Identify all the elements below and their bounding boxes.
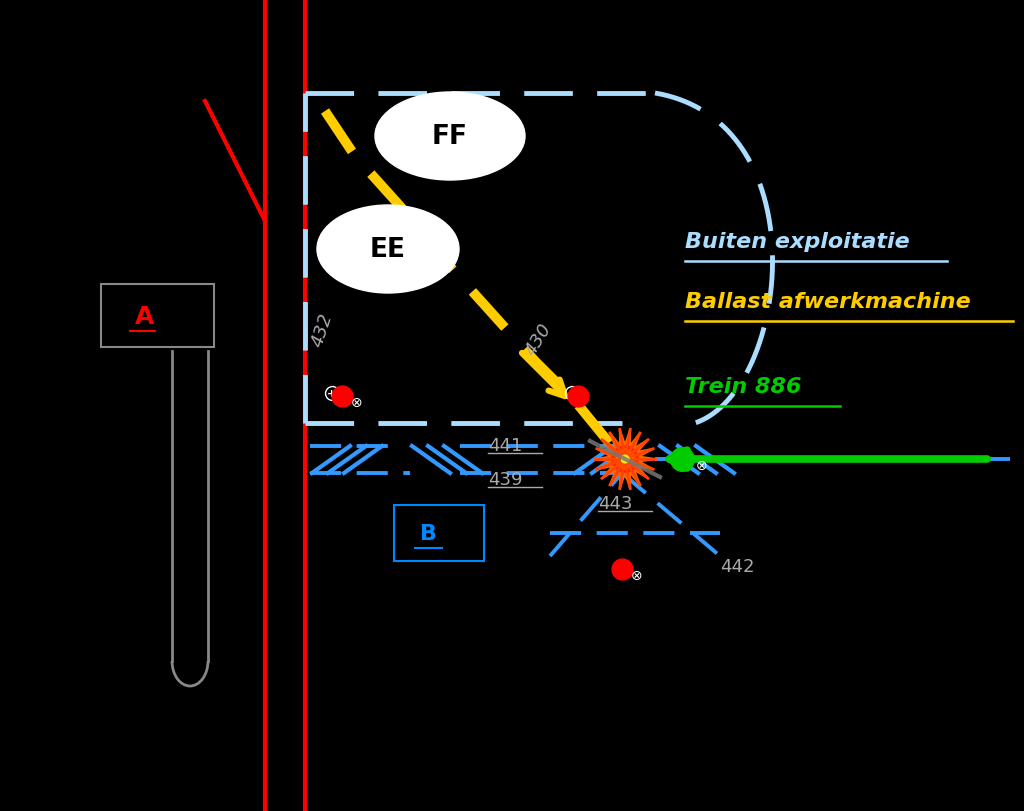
Text: A: A <box>135 305 155 328</box>
Text: 430: 430 <box>522 320 556 359</box>
Text: ⊗: ⊗ <box>631 569 643 582</box>
Ellipse shape <box>375 93 525 181</box>
Text: EE: EE <box>370 237 406 263</box>
FancyBboxPatch shape <box>394 505 484 561</box>
Text: Ballast afwerkmachine: Ballast afwerkmachine <box>685 292 971 311</box>
Polygon shape <box>595 430 655 489</box>
Text: Trein 886: Trein 886 <box>685 376 802 397</box>
Ellipse shape <box>317 206 459 294</box>
Text: ⊗: ⊗ <box>696 458 708 473</box>
Text: 442: 442 <box>720 557 755 575</box>
Polygon shape <box>607 442 643 477</box>
Text: 439: 439 <box>488 470 522 488</box>
Text: 443: 443 <box>598 495 633 513</box>
Text: +: + <box>567 388 577 398</box>
FancyBboxPatch shape <box>101 285 214 348</box>
Text: Buiten exploitatie: Buiten exploitatie <box>685 232 909 251</box>
Text: 432: 432 <box>308 311 336 349</box>
Text: ⊗: ⊗ <box>351 396 362 410</box>
Text: +: + <box>328 388 337 398</box>
Text: 441: 441 <box>488 436 522 454</box>
Text: FF: FF <box>432 124 468 150</box>
Text: B: B <box>420 523 436 543</box>
